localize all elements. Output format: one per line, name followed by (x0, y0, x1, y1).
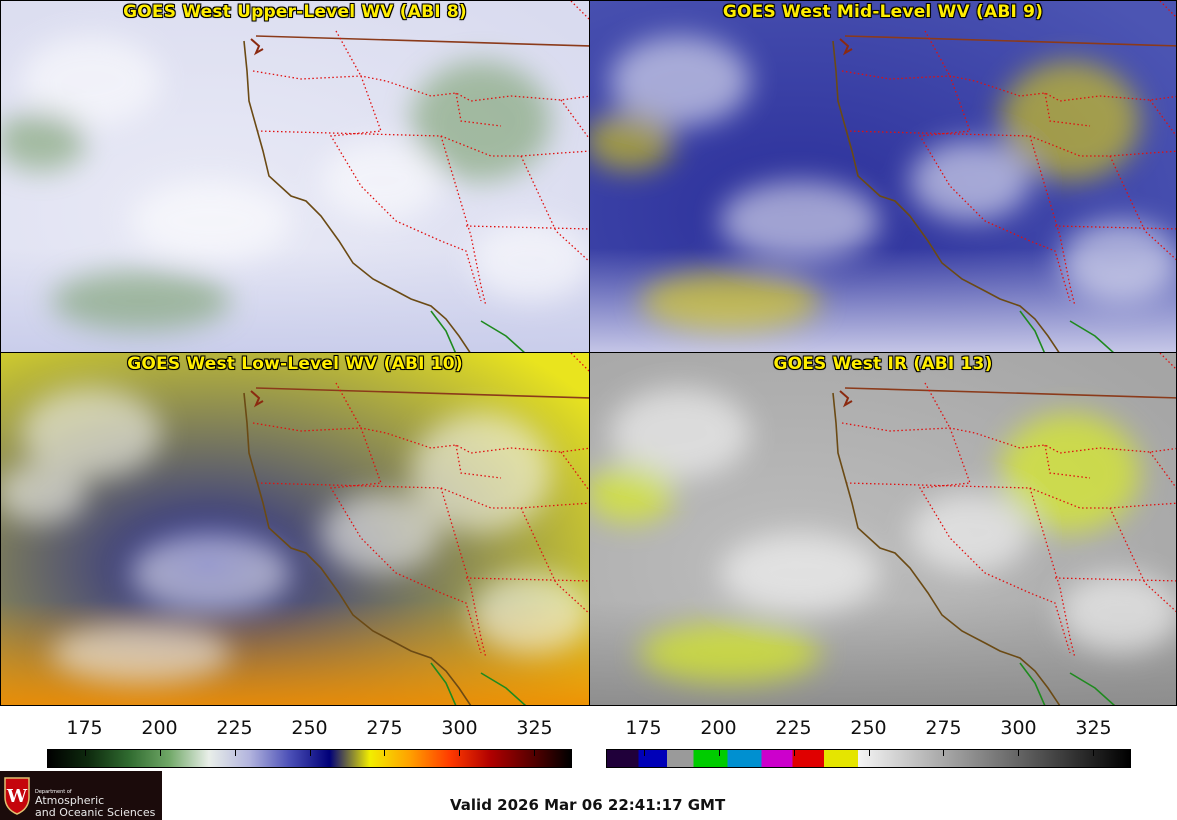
colorbar-tick-label: 250 (850, 717, 887, 739)
svg-text:W: W (6, 786, 28, 807)
colorbar-tick-label: 225 (216, 717, 253, 739)
low-level-wv-panel: GOES West Low-Level WV (ABI 10) (0, 352, 590, 706)
panel-title: GOES West Mid-Level WV (ABI 9) (722, 2, 1044, 22)
colorbar-tick-mark (160, 750, 162, 756)
colorbar-tick-label: 175 (625, 717, 662, 739)
upper-level-wv-map (1, 1, 589, 352)
colorbar-tick-mark (719, 750, 721, 756)
colorbar-tick-mark (793, 750, 795, 756)
panel-title: GOES West Upper-Level WV (ABI 8) (123, 2, 467, 22)
colorbar-tick-mark (234, 750, 236, 756)
colorbar-tick-label: 300 (441, 717, 478, 739)
colorbar-tick-mark (943, 750, 945, 756)
ir-map (590, 353, 1176, 705)
colorbar-tick-label: 325 (1075, 717, 1112, 739)
colorbar-tick-label: 225 (775, 717, 812, 739)
colorbar-tick-label: 175 (66, 717, 103, 739)
colorbar-tick-mark (384, 750, 386, 756)
colorbar-tick-mark (644, 750, 646, 756)
wv-colorbar (47, 749, 572, 768)
logo-dept-text: Department of (35, 789, 72, 795)
wv-colorbar-ticks: 175 200 225 250 275 300 325 (47, 717, 572, 743)
colorbar-tick-label: 250 (291, 717, 328, 739)
panel-title: GOES West IR (ABI 13) (773, 354, 993, 374)
colorbar-tick-mark (85, 750, 87, 756)
valid-time: Valid 2026 Mar 06 22:41:17 GMT (450, 796, 726, 814)
ir-colorbar (606, 749, 1131, 768)
colorbar-tick-mark (868, 750, 870, 756)
colorbar-tick-label: 200 (700, 717, 737, 739)
colorbar-tick-mark (1017, 750, 1019, 756)
colorbar-tick-mark (458, 750, 460, 756)
colorbar-tick-mark (309, 750, 311, 756)
ir-panel: GOES West IR (ABI 13) (589, 352, 1177, 706)
colorbar-tick-label: 275 (925, 717, 962, 739)
colorbar-tick-label: 275 (366, 717, 403, 739)
uw-crest-icon: W (4, 777, 30, 815)
panel-title: GOES West Low-Level WV (ABI 10) (127, 354, 463, 374)
colorbar-tick-label: 200 (141, 717, 178, 739)
colorbar-tick-mark (1092, 750, 1094, 756)
low-level-wv-map (1, 353, 589, 705)
colorbar-tick-mark (533, 750, 535, 756)
mid-level-wv-map (590, 1, 1176, 352)
mid-level-wv-panel: GOES West Mid-Level WV (ABI 9) (589, 0, 1177, 353)
upper-level-wv-panel: GOES West Upper-Level WV (ABI 8) (0, 0, 590, 353)
logo-line-1: Atmospheric (35, 794, 105, 807)
colorbar-tick-label: 325 (516, 717, 553, 739)
uw-aos-logo: W Department of Atmospheric and Oceanic … (0, 771, 162, 820)
ir-colorbar-ticks: 175 200 225 250 275 300 325 (606, 717, 1131, 743)
colorbar-tick-label: 300 (1000, 717, 1037, 739)
logo-line-2: and Oceanic Sciences (35, 806, 156, 819)
